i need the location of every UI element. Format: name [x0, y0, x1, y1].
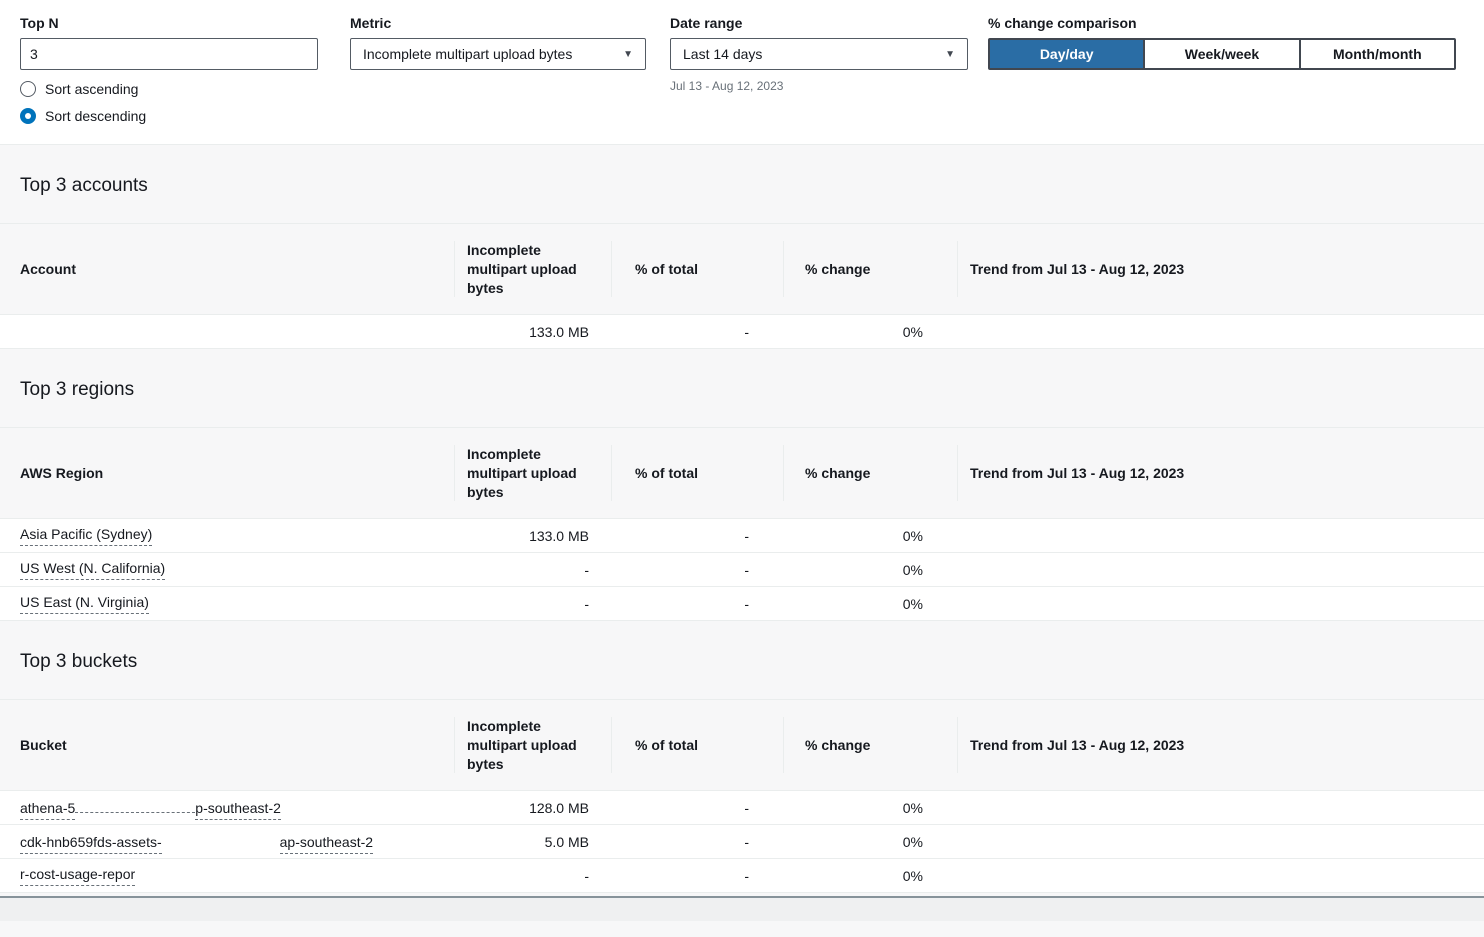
entity-link[interactable]: ap-southeast-2	[279, 834, 374, 854]
section-top-3-accounts: Top 3 accounts Account Incomplete multipar…	[0, 145, 1484, 349]
sort-ascending-radio[interactable]: Sort ascending	[20, 81, 318, 97]
column-header-trend: Trend from Jul 13 - Aug 12, 2023	[957, 428, 1484, 518]
filter-controls-bar: Top N Sort ascending Sort descending Met…	[0, 0, 1484, 145]
table-row: cdk-hnb659fds-assets-ap-southeast-2 5.0 M…	[0, 825, 1484, 859]
table-row: athena-5 p-southeast-2 128.0 MB - 0%	[0, 791, 1484, 825]
column-header-pct-change: % change	[783, 428, 957, 518]
pct-change-cell: 0%	[902, 323, 923, 340]
table-row: 133.0 MB - 0%	[0, 315, 1484, 349]
sort-descending-label: Sort descending	[45, 108, 147, 124]
table-row: US East (N. Virginia) - - 0%	[0, 587, 1484, 621]
entity-cell: cdk-hnb659fds-assets-ap-southeast-2	[0, 830, 454, 854]
entity-link[interactable]: p-southeast-2	[195, 800, 281, 820]
column-header-trend: Trend from Jul 13 - Aug 12, 2023	[957, 700, 1484, 790]
horizontal-scrollbar-track	[0, 896, 1484, 921]
pct-total-cell: -	[744, 323, 749, 340]
table-header-row: Account Incomplete multipart upload bytes…	[0, 223, 1484, 315]
section-title: Top 3 accounts	[20, 175, 148, 196]
top-n-control: Top N Sort ascending Sort descending	[20, 15, 318, 124]
metric-cell: 5.0 MB	[544, 833, 589, 850]
section-title: Top 3 buckets	[20, 651, 138, 672]
pct-total-cell: -	[744, 595, 749, 612]
segment-month-month[interactable]: Month/month	[1298, 40, 1454, 68]
sections: Top 3 accounts Account Incomplete multipar…	[0, 145, 1484, 893]
pct-change-cell: 0%	[902, 867, 923, 884]
table-row: r-cost-usage-repor - - 0%	[0, 859, 1484, 893]
pct-change-cell: 0%	[902, 799, 923, 816]
entity-link[interactable]: US East (N. Virginia)	[20, 594, 149, 614]
table-header-row: AWS Region Incomplete multipart upload by…	[0, 427, 1484, 519]
column-header-metric: Incomplete multipart upload bytes	[454, 224, 611, 314]
entity-cell: athena-5 p-southeast-2	[0, 796, 454, 820]
pct-total-cell: -	[744, 527, 749, 544]
date-range-control: Date range Last 14 days ▼ Jul 13 - Aug 1…	[670, 15, 968, 93]
top-n-label: Top N	[20, 15, 59, 31]
table-row: US West (N. California) - - 0%	[0, 553, 1484, 587]
date-range-subtext: Jul 13 - Aug 12, 2023	[670, 79, 784, 93]
pct-change-cell: 0%	[902, 595, 923, 612]
column-header-metric: Incomplete multipart upload bytes	[454, 428, 611, 518]
redacted-gap	[162, 830, 280, 847]
comparison-segmented-control: Day/day Week/week Month/month	[988, 38, 1456, 70]
comparison-control: % change comparison Day/day Week/week Mo…	[988, 15, 1456, 70]
column-header-metric: Incomplete multipart upload bytes	[454, 700, 611, 790]
metric-select[interactable]: Incomplete multipart upload bytes ▼	[350, 38, 646, 70]
pct-total-cell: -	[744, 561, 749, 578]
metric-label: Metric	[350, 15, 392, 31]
metric-cell: 133.0 MB	[529, 323, 589, 340]
chevron-down-icon: ▼	[623, 48, 633, 60]
table-row: Asia Pacific (Sydney) 133.0 MB - 0%	[0, 519, 1484, 553]
sort-descending-radio[interactable]: Sort descending	[20, 108, 318, 124]
entity-cell: US East (N. Virginia)	[0, 594, 454, 614]
column-header-pct-total: % of total	[611, 224, 783, 314]
pct-total-cell: -	[744, 799, 749, 816]
column-header-pct-total: % of total	[611, 700, 783, 790]
entity-link[interactable]: Asia Pacific (Sydney)	[20, 526, 153, 546]
column-header-pct-total: % of total	[611, 428, 783, 518]
metric-cell: -	[584, 867, 589, 884]
metric-select-value: Incomplete multipart upload bytes	[363, 46, 573, 62]
sort-ascending-label: Sort ascending	[45, 81, 139, 97]
section-top-3-buckets: Top 3 buckets Bucket Incomplete multipart …	[0, 621, 1484, 893]
pct-total-cell: -	[744, 867, 749, 884]
entity-link[interactable]: US West (N. California)	[20, 560, 166, 580]
redacted-gap	[75, 796, 196, 813]
segment-week-week[interactable]: Week/week	[1143, 40, 1299, 68]
entity-cell: Asia Pacific (Sydney)	[0, 526, 454, 546]
date-range-select[interactable]: Last 14 days ▼	[670, 38, 968, 70]
date-range-select-value: Last 14 days	[683, 46, 763, 62]
chevron-down-icon: ▼	[945, 48, 955, 60]
radio-unselected-icon	[20, 81, 36, 97]
top-n-input[interactable]	[20, 38, 318, 70]
metric-control: Metric Incomplete multipart upload bytes…	[350, 15, 646, 70]
table-header-row: Bucket Incomplete multipart upload bytes%…	[0, 699, 1484, 791]
metric-cell: -	[584, 595, 589, 612]
radio-selected-icon	[20, 108, 36, 124]
pct-change-cell: 0%	[902, 527, 923, 544]
column-header-trend: Trend from Jul 13 - Aug 12, 2023	[957, 224, 1484, 314]
section-top-3-regions: Top 3 regions AWS Region Incomplete multip…	[0, 349, 1484, 621]
pct-change-cell: 0%	[902, 561, 923, 578]
comparison-label: % change comparison	[988, 15, 1137, 31]
metric-cell: 133.0 MB	[529, 527, 589, 544]
entity-link[interactable]: athena-5	[20, 800, 76, 820]
pct-change-cell: 0%	[902, 833, 923, 850]
column-header-pct-change: % change	[783, 224, 957, 314]
column-header-entity: AWS Region	[20, 464, 104, 481]
pct-total-cell: -	[744, 833, 749, 850]
column-header-entity: Account	[20, 260, 76, 277]
metric-cell: 128.0 MB	[529, 799, 589, 816]
column-header-entity: Bucket	[20, 736, 67, 753]
segment-day-day[interactable]: Day/day	[990, 40, 1144, 68]
column-header-pct-change: % change	[783, 700, 957, 790]
section-title: Top 3 regions	[20, 379, 135, 400]
metric-cell: -	[584, 561, 589, 578]
entity-cell: r-cost-usage-repor	[0, 866, 454, 886]
entity-link[interactable]: r-cost-usage-repor	[20, 866, 136, 886]
entity-link[interactable]: cdk-hnb659fds-assets-	[20, 834, 162, 854]
date-range-label: Date range	[670, 15, 743, 31]
entity-cell: US West (N. California)	[0, 560, 454, 580]
